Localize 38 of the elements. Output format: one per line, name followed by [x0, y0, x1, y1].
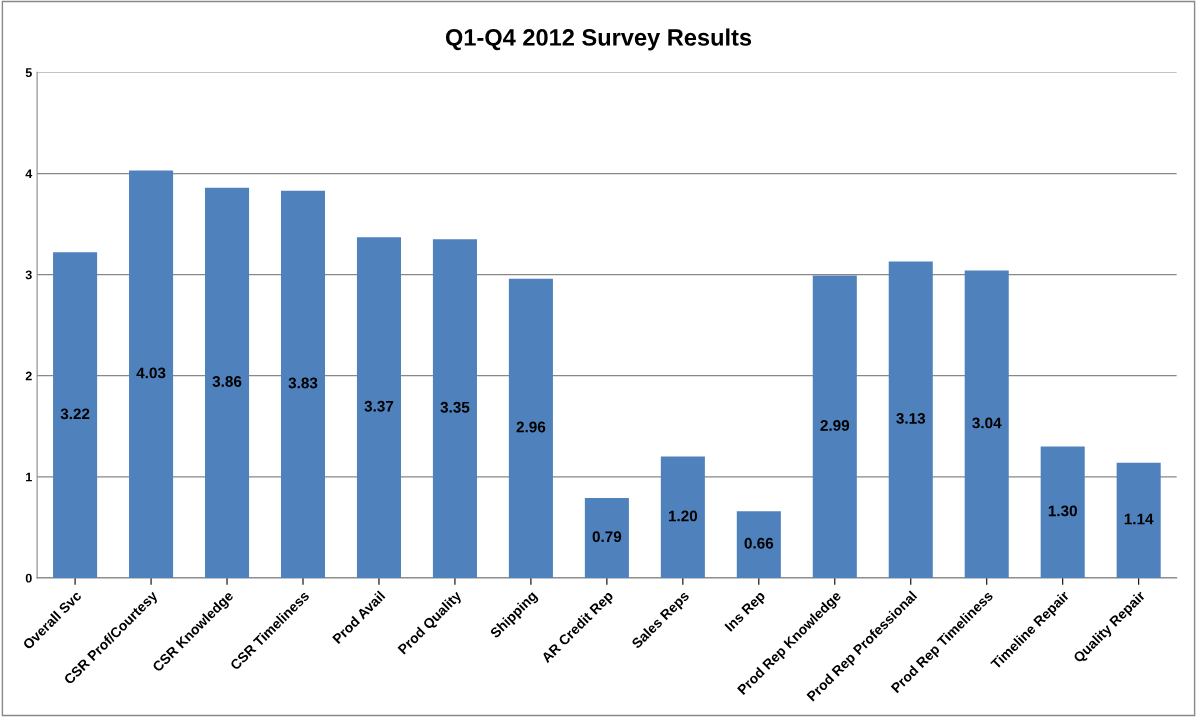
- bar: [356, 237, 401, 578]
- bar: [660, 456, 705, 578]
- bar: [1040, 446, 1085, 578]
- data-label: 3.04: [972, 417, 1002, 429]
- bar: [280, 190, 326, 578]
- y-tick-label: 5: [25, 68, 32, 78]
- y-tick-label: 0: [25, 573, 32, 583]
- bar: [432, 239, 477, 578]
- data-label: 2.96: [516, 421, 546, 433]
- chart-title: Q1-Q4 2012 Survey Results: [445, 28, 752, 51]
- bar: [812, 275, 857, 578]
- bar: [736, 511, 781, 578]
- y-tick-label: 2: [25, 371, 32, 381]
- x-tick-label: Ins Rep: [724, 590, 768, 634]
- bar: [508, 278, 553, 578]
- y-tick-label: 1: [26, 472, 32, 482]
- bar: [964, 270, 1009, 578]
- data-label: 1.14: [1124, 513, 1154, 525]
- y-tick-label: 3: [25, 270, 32, 280]
- bar: [1116, 462, 1161, 578]
- y-tick-label: 4: [25, 169, 33, 179]
- data-label: 3.13: [896, 412, 926, 424]
- data-label: 0.66: [744, 537, 774, 549]
- data-label: 3.22: [60, 408, 90, 420]
- data-label: 3.86: [212, 376, 242, 387]
- bar: [53, 252, 98, 578]
- data-label: 3.83: [288, 377, 318, 389]
- data-label: 4.03: [136, 367, 166, 379]
- bar: [205, 187, 250, 578]
- bar: [584, 498, 629, 578]
- data-label: 3.37: [364, 400, 394, 412]
- data-label: 3.35: [440, 401, 470, 413]
- data-label: 1.30: [1048, 505, 1077, 517]
- data-label: 2.99: [820, 420, 850, 431]
- bar: [129, 170, 174, 578]
- bar: [888, 261, 933, 578]
- data-label: 1.20: [668, 510, 698, 522]
- data-label: 0.79: [592, 531, 622, 543]
